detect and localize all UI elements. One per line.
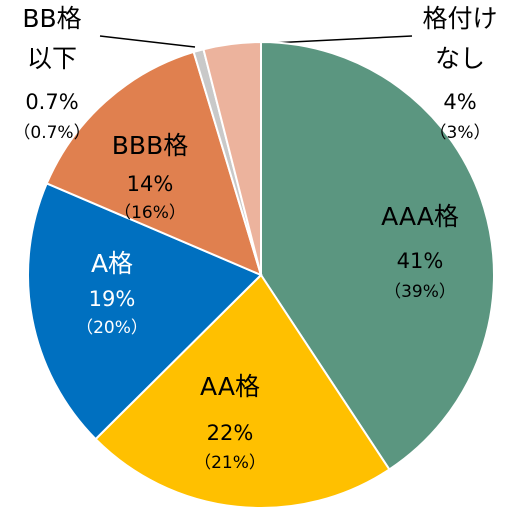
slice-label: 格付け: [422, 4, 497, 33]
slice-label: AAA格: [381, 202, 459, 231]
secondary-label: （3%）: [430, 123, 491, 143]
slice-label: A格: [91, 249, 133, 278]
secondary-label: （39%）: [384, 282, 456, 302]
secondary-label: （21%）: [194, 453, 266, 473]
slice-label: BB格: [22, 4, 81, 33]
pie-slice: [45, 50, 263, 277]
secondary-label: （20%）: [76, 318, 148, 338]
secondary-label: （16%）: [114, 203, 186, 223]
leader-line: [99, 35, 196, 48]
value-label: 19%: [89, 287, 136, 311]
secondary-label: （0.7%）: [13, 123, 90, 143]
value-label: 4%: [443, 90, 476, 114]
slice-label: AA格: [200, 372, 260, 401]
value-label: 0.7%: [25, 90, 78, 114]
slice-label: 以下: [27, 44, 77, 73]
slice-label: なし: [435, 44, 485, 73]
pie-slice: [202, 40, 262, 276]
slice-label: BBB格: [112, 131, 188, 160]
value-label: 22%: [207, 421, 254, 445]
pie-slice: [27, 182, 263, 441]
value-label: 14%: [127, 172, 174, 196]
pie-slice: [94, 273, 391, 509]
value-label: 41%: [397, 249, 444, 273]
